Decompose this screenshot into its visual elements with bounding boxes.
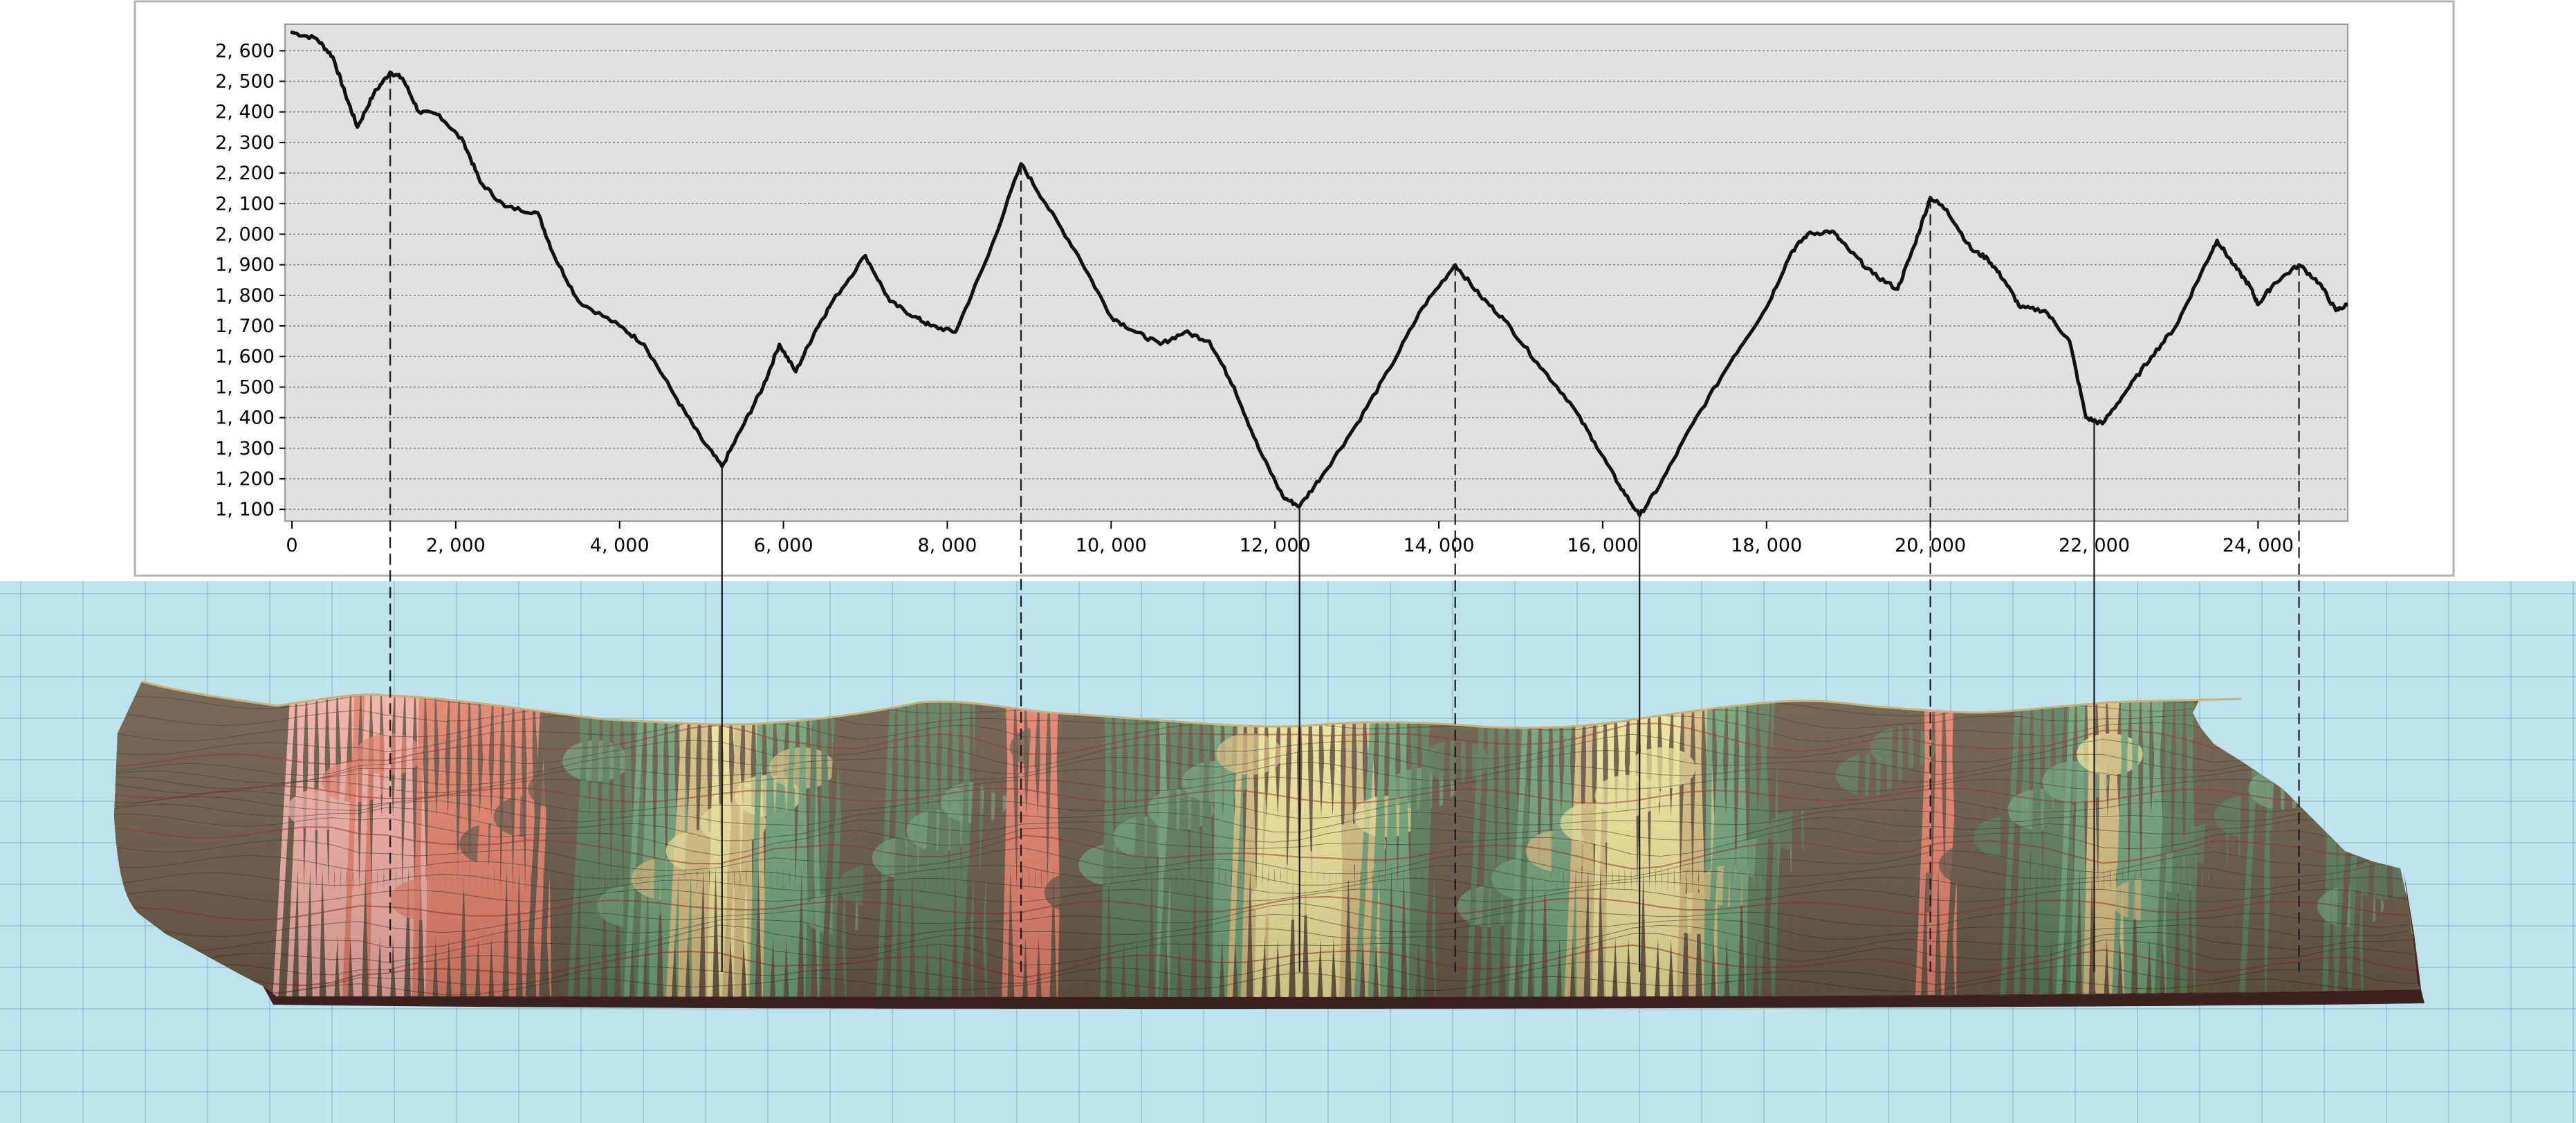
y-tick-label: 1, 900 — [215, 255, 275, 276]
y-tick-label: 2, 100 — [215, 193, 275, 214]
y-tick-label: 1, 800 — [215, 285, 275, 307]
x-tick-label: 4, 000 — [590, 535, 650, 556]
plot-area — [284, 24, 2348, 522]
y-tick-label: 1, 100 — [215, 499, 275, 520]
y-gridlines — [285, 50, 2348, 510]
x-tick-label: 12, 000 — [1240, 535, 1311, 556]
y-tick-label: 1, 300 — [215, 438, 275, 459]
y-tick-label: 1, 700 — [215, 316, 275, 337]
y-tick-label: 2, 200 — [215, 163, 275, 184]
elevation-profile-chart: 1, 100 1, 200 1, 300 1, 400 1, 500 1, 600 1, 7… — [134, 0, 2455, 577]
x-tick-label: 0 — [286, 535, 297, 556]
elevation-profile-line — [290, 30, 2348, 518]
terrain-map-panel — [0, 581, 2576, 1123]
x-tick-label: 2, 000 — [426, 535, 486, 556]
y-tick-label: 2, 000 — [215, 223, 275, 245]
x-tick-label: 6, 000 — [754, 535, 813, 556]
x-tick-label: 10, 000 — [1076, 535, 1147, 556]
x-tick-label: 14, 000 — [1404, 535, 1475, 556]
terrain-block-front-side — [263, 986, 2425, 1009]
terrain-surface — [114, 682, 2421, 997]
y-tick-label: 2, 600 — [215, 40, 275, 62]
y-tick-label: 1, 500 — [215, 376, 275, 398]
x-tick-label: 24, 000 — [2223, 535, 2294, 556]
y-axis: 1, 100 1, 200 1, 300 1, 400 1, 500 1, 600 1, 7… — [215, 40, 285, 520]
y-tick-label: 2, 300 — [215, 132, 275, 154]
y-tick-label: 1, 200 — [215, 468, 275, 490]
y-tick-label: 2, 400 — [215, 102, 275, 123]
y-tick-label: 1, 400 — [215, 408, 275, 429]
profile-to-terrain-markers — [389, 72, 2300, 972]
terrain-outline — [141, 680, 2242, 729]
x-tick-label: 8, 000 — [918, 535, 977, 556]
x-tick-label: 18, 000 — [1731, 535, 1802, 556]
y-tick-label: 1, 600 — [215, 346, 275, 367]
y-tick-label: 2, 500 — [215, 71, 275, 93]
x-tick-label: 16, 000 — [1567, 535, 1638, 556]
terrain-block-east-wall — [2404, 872, 2421, 989]
